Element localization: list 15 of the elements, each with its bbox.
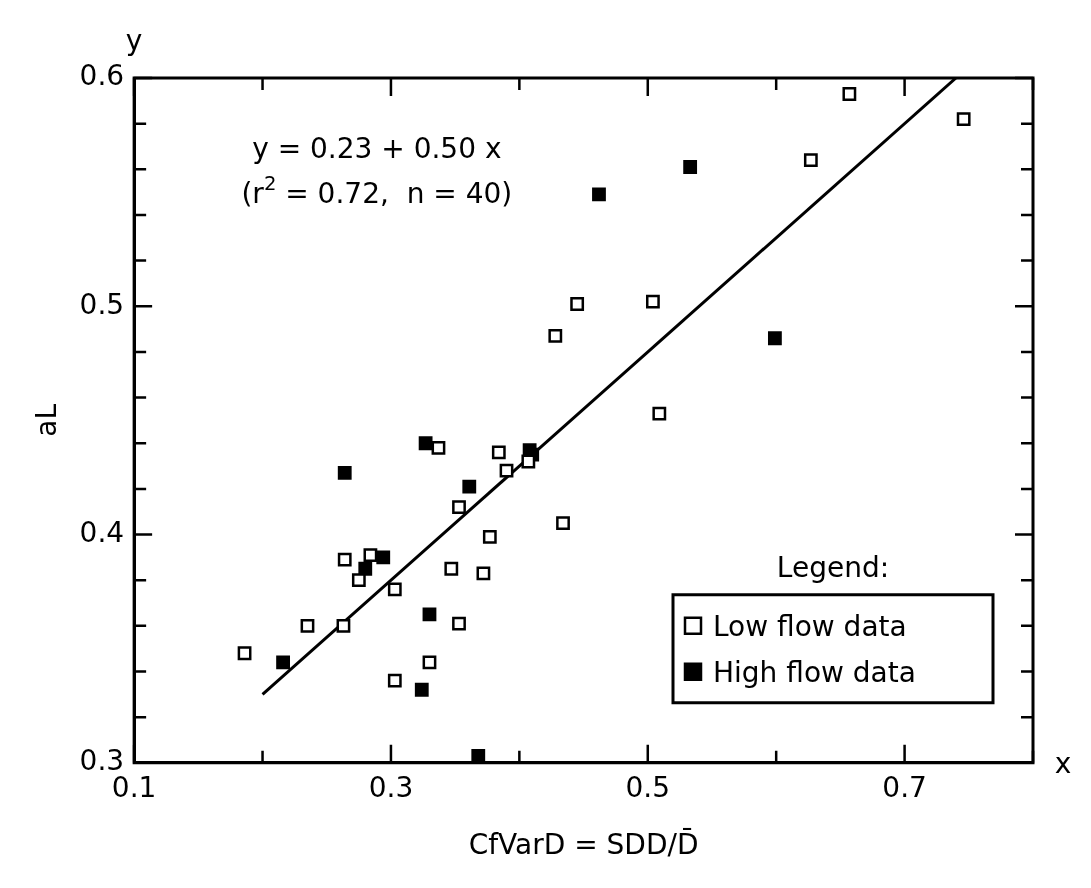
x-tick-label: 0.3 xyxy=(368,770,414,804)
x-tick-label: 0.1 xyxy=(111,770,157,804)
y-tick-label: 0.4 xyxy=(79,515,125,549)
legend-label: Low flow data xyxy=(713,609,907,643)
x-tick-label: 0.7 xyxy=(882,770,927,804)
x-tick-label: 0.5 xyxy=(625,770,671,804)
x-axis-title: CfVarD = SDD/D̄ xyxy=(468,827,699,862)
legend-title: Legend: xyxy=(776,550,890,584)
y-tick-label: 0.5 xyxy=(79,287,125,321)
legend-label: High flow data xyxy=(713,655,916,689)
annotation: y = 0.23 + 0.50 x xyxy=(252,132,502,165)
y-axis-title: aL xyxy=(30,403,64,437)
y-tick-label: 0.6 xyxy=(79,59,125,93)
text: x xyxy=(1054,746,1072,780)
text: y xyxy=(125,24,143,57)
